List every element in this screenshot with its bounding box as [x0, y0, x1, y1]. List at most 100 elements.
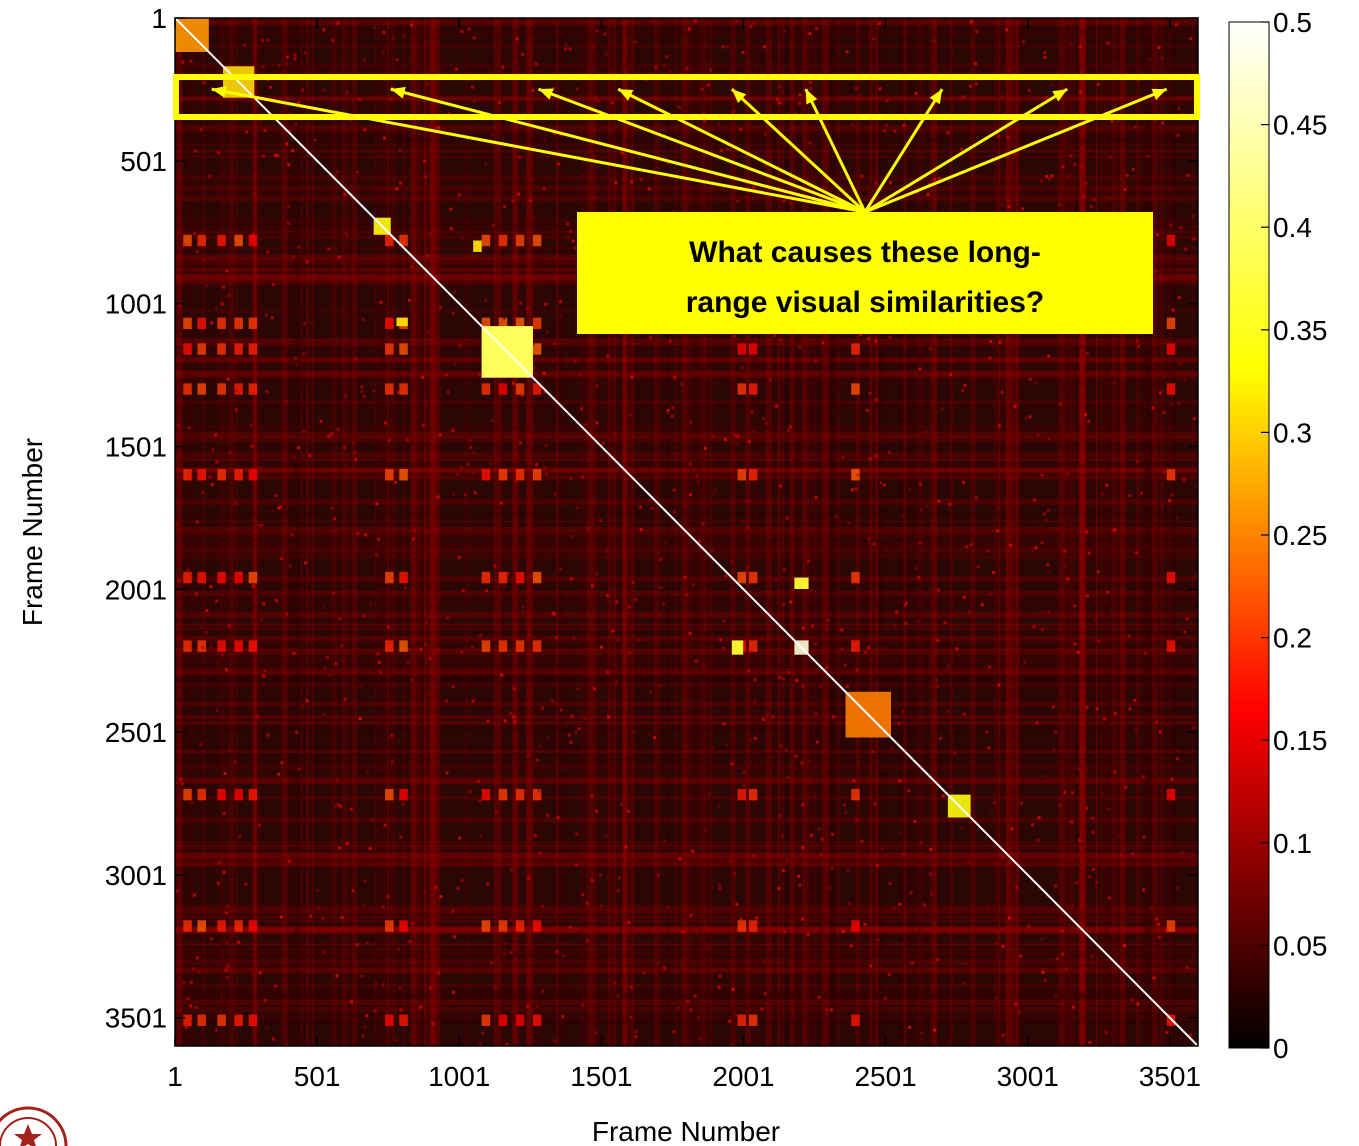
heatmap-speck [225, 976, 229, 980]
heatmap-band-horizontal [175, 19, 1198, 25]
heatmap-cell [532, 343, 542, 355]
heatmap-speck [1067, 175, 1071, 179]
heatmap-band-vertical [228, 18, 235, 1046]
heatmap-speck [223, 771, 227, 775]
heatmap-band-horizontal [175, 359, 1198, 365]
heatmap-speck [869, 964, 873, 968]
heatmap-speck [665, 55, 669, 59]
heatmap-speck [616, 889, 620, 893]
heatmap-speck [840, 628, 844, 632]
heatmap-speck [757, 920, 761, 924]
heatmap-band-vertical [185, 18, 189, 1046]
heatmap-speck [270, 316, 274, 320]
heatmap-band-vertical [1095, 18, 1098, 1046]
heatmap-speck [431, 1022, 435, 1026]
heatmap-speck [989, 339, 993, 343]
heatmap-cell [197, 317, 206, 330]
heatmap-speck [1080, 164, 1084, 168]
heatmap-band-vertical [621, 18, 628, 1046]
heatmap-speck [765, 713, 769, 717]
heatmap-band-horizontal [175, 195, 1198, 202]
heatmap-speck [265, 390, 269, 394]
heatmap-plot-area [175, 18, 1198, 1046]
heatmap-band-vertical [281, 18, 288, 1046]
heatmap-speck [627, 920, 631, 924]
heatmap-speck [843, 663, 847, 667]
heatmap-speck [587, 526, 591, 530]
heatmap-speck [595, 572, 599, 576]
heatmap-speck [814, 359, 818, 363]
heatmap-speck [305, 699, 309, 703]
heatmap-speck [747, 440, 751, 444]
heatmap-speck [225, 269, 229, 273]
heatmap-speck [277, 506, 281, 510]
heatmap-speck [373, 1009, 377, 1013]
heatmap-speck [295, 730, 299, 734]
heatmap-speck [1088, 149, 1092, 153]
heatmap-speck [798, 883, 802, 887]
heatmap-speck [752, 430, 756, 434]
heatmap-speck [928, 872, 932, 876]
heatmap-band-horizontal [175, 452, 1198, 458]
heatmap-band-horizontal [175, 370, 1198, 377]
heatmap-band-vertical [607, 18, 613, 1046]
heatmap-speck [379, 670, 383, 674]
heatmap-speck [596, 526, 600, 530]
heatmap-band-horizontal [175, 675, 1198, 678]
heatmap-speck [915, 191, 919, 195]
heatmap-speck [707, 83, 711, 87]
heatmap-speck [1189, 37, 1193, 41]
heatmap-speck [743, 375, 747, 379]
heatmap-speck [688, 462, 692, 466]
heatmap-speck [634, 1035, 638, 1039]
heatmap-band-vertical [1155, 18, 1158, 1046]
heatmap-speck [500, 673, 504, 677]
heatmap-speck [722, 619, 726, 623]
heatmap-speck [1061, 929, 1065, 933]
heatmap-speck [451, 909, 455, 913]
callout-arrowhead [731, 89, 747, 104]
heatmap-cell [385, 788, 394, 801]
heatmap-cell [385, 383, 394, 395]
heatmap-speck [501, 65, 505, 69]
heatmap-speck [260, 618, 264, 622]
heatmap-cell [197, 469, 206, 481]
heatmap-speck [1051, 83, 1055, 87]
heatmap-band-horizontal [175, 757, 1198, 760]
heatmap-speck [427, 330, 431, 334]
heatmap-speck [434, 528, 438, 532]
heatmap-band-horizontal [175, 725, 1198, 732]
heatmap-speck [390, 760, 394, 764]
heatmap-band-vertical [681, 18, 686, 1046]
heatmap-speck [528, 199, 532, 203]
heatmap-speck [603, 32, 607, 36]
heatmap-speck [266, 250, 270, 254]
heatmap-speck [617, 876, 621, 880]
heatmap-speck [672, 488, 676, 492]
heatmap-speck [1075, 881, 1079, 885]
heatmap-speck [287, 221, 291, 225]
x-tick-label: 1 [167, 1061, 183, 1092]
heatmap-band-vertical [496, 18, 498, 1046]
heatmap-speck [509, 711, 513, 715]
heatmap-speck [736, 441, 740, 445]
heatmap-band-horizontal [175, 848, 1198, 850]
heatmap-speck [194, 592, 198, 596]
y-tick-label: 3501 [105, 1003, 167, 1034]
heatmap-speck [542, 466, 546, 470]
heatmap-speck [535, 462, 539, 466]
heatmap-speck [580, 407, 584, 411]
heatmap-band-horizontal [175, 764, 1198, 770]
heatmap-band-vertical [175, 18, 182, 1046]
heatmap-speck [703, 446, 707, 450]
heatmap-speck [301, 705, 305, 709]
heatmap-speck [788, 425, 792, 429]
heatmap-band-horizontal [175, 473, 1198, 480]
heatmap-speck [201, 646, 205, 650]
heatmap-speck [379, 300, 383, 304]
heatmap-cell [1166, 234, 1176, 247]
heatmap-speck [545, 330, 549, 334]
heatmap-speck [629, 985, 633, 989]
heatmap-speck [349, 807, 353, 811]
